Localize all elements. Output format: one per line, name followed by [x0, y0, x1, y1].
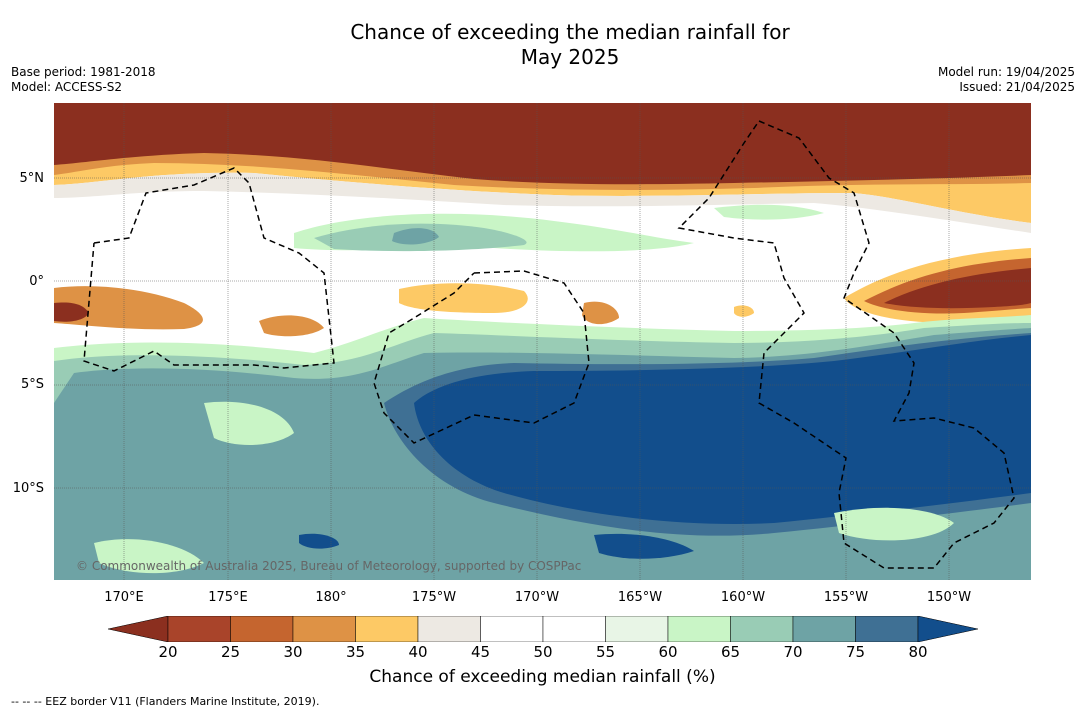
eez-border-west [83, 167, 335, 372]
wet-patch-south-light-2 [94, 539, 204, 574]
wet-core-north [392, 228, 439, 245]
lon-label-165w: 165°W [617, 590, 663, 605]
colorbar-segment-35-40 [355, 615, 419, 643]
colorbar-tick-65: 65 [720, 643, 741, 661]
colorbar-segment-45-50 [480, 615, 544, 643]
dry-patch-small [582, 301, 619, 325]
lat-label-5n: 5°N [19, 171, 45, 186]
graticule [54, 103, 1031, 580]
colorbar-tick-35: 35 [345, 643, 366, 661]
colorbar-tick-30: 30 [283, 643, 303, 661]
lon-label-175w: 175°W [411, 590, 457, 605]
colorbar-tick-25: 25 [220, 643, 241, 661]
wet-patch-south-core-2 [299, 533, 339, 549]
colorbar-segment-75-80 [855, 615, 919, 643]
colorbar-segment-70-75 [792, 615, 856, 643]
colorbar-segment-25-30 [230, 615, 294, 643]
wet-core-south-sw [594, 533, 694, 559]
colorbar-tick-70: 70 [783, 643, 803, 661]
lat-label-10s: 10°S [12, 481, 44, 496]
colorbar-tick-45: 45 [470, 643, 491, 661]
colorbar-segment-60-65 [667, 615, 731, 643]
dry-patch-mid [259, 315, 324, 337]
dry-band-north-dark [54, 103, 1031, 185]
lon-label-155w: 155°W [823, 590, 869, 605]
eez-legend-note: -- -- -- EEZ border V11 (Flanders Marine… [11, 695, 320, 708]
eez-border-central [373, 270, 590, 444]
colorbar-tick-20: 20 [158, 643, 178, 661]
eez-borders [83, 120, 1015, 569]
model-run-text: Model run: 19/04/2025 [937, 65, 1075, 79]
lon-label-170e: 170°E [104, 590, 144, 605]
run-info: Model run: 19/04/2025 Issued: 21/04/2025 [938, 65, 1075, 95]
colorbar-tick-50: 50 [533, 643, 553, 661]
colorbar-segment-65-70 [730, 615, 794, 643]
lon-label-150w: 150°W [926, 590, 972, 605]
dry-tongue-east-dark [884, 268, 1031, 309]
colorbar-segment-50-55 [542, 615, 606, 643]
model-name-text: Model: ACCESS-S2 [11, 80, 123, 94]
colorbar-arrow-high [917, 615, 979, 643]
wet-patch-south-light [834, 507, 954, 541]
dry-patch-west-dark [54, 302, 89, 322]
lon-label-170w: 170°W [514, 590, 560, 605]
colorbar-tick-75: 75 [845, 643, 866, 661]
dry-patch-tiny [734, 305, 754, 317]
colorbar-arrow-low [107, 615, 169, 643]
wet-patch-southwest [204, 401, 294, 445]
issued-date-text: Issued: 21/04/2025 [959, 80, 1075, 94]
map-title-line1: Chance of exceeding the median rainfall … [350, 20, 790, 44]
colorbar-tick-55: 55 [595, 643, 616, 661]
colorbar-tick-80: 80 [908, 643, 928, 661]
colorbar-segment-20-25 [167, 615, 231, 643]
colorbar-segment-55-60 [605, 615, 669, 643]
model-info: Base period: 1981-2018 Model: ACCESS-S2 [11, 65, 156, 95]
neutral-band-north [54, 172, 1031, 233]
colorbar [107, 615, 979, 643]
wet-strip-north-east [714, 204, 824, 220]
dry-patch-west [54, 286, 203, 330]
base-period-text: Base period: 1981-2018 [11, 65, 156, 79]
map-title: Chance of exceeding the median rainfall … [0, 20, 1085, 70]
rainfall-map [54, 103, 1031, 580]
wet-core-south [414, 335, 1031, 524]
colorbar-segment-30-35 [292, 615, 356, 643]
colorbar-label: Chance of exceeding median rainfall (%) [369, 667, 716, 687]
lat-label-0: 0° [29, 274, 44, 289]
lon-label-160w: 160°W [720, 590, 766, 605]
map-title-line2: May 2025 [520, 45, 620, 69]
colorbar-tick-40: 40 [408, 643, 428, 661]
lon-label-175e: 175°E [208, 590, 248, 605]
lon-label-180: 180° [315, 590, 347, 605]
colorbar-segment-40-45 [417, 615, 481, 643]
copyright-notice: © Commonwealth of Australia 2025, Bureau… [76, 559, 582, 573]
colorbar-tick-60: 60 [658, 643, 678, 661]
dry-patch-equator [399, 283, 528, 313]
lat-label-5s: 5°S [20, 377, 44, 392]
